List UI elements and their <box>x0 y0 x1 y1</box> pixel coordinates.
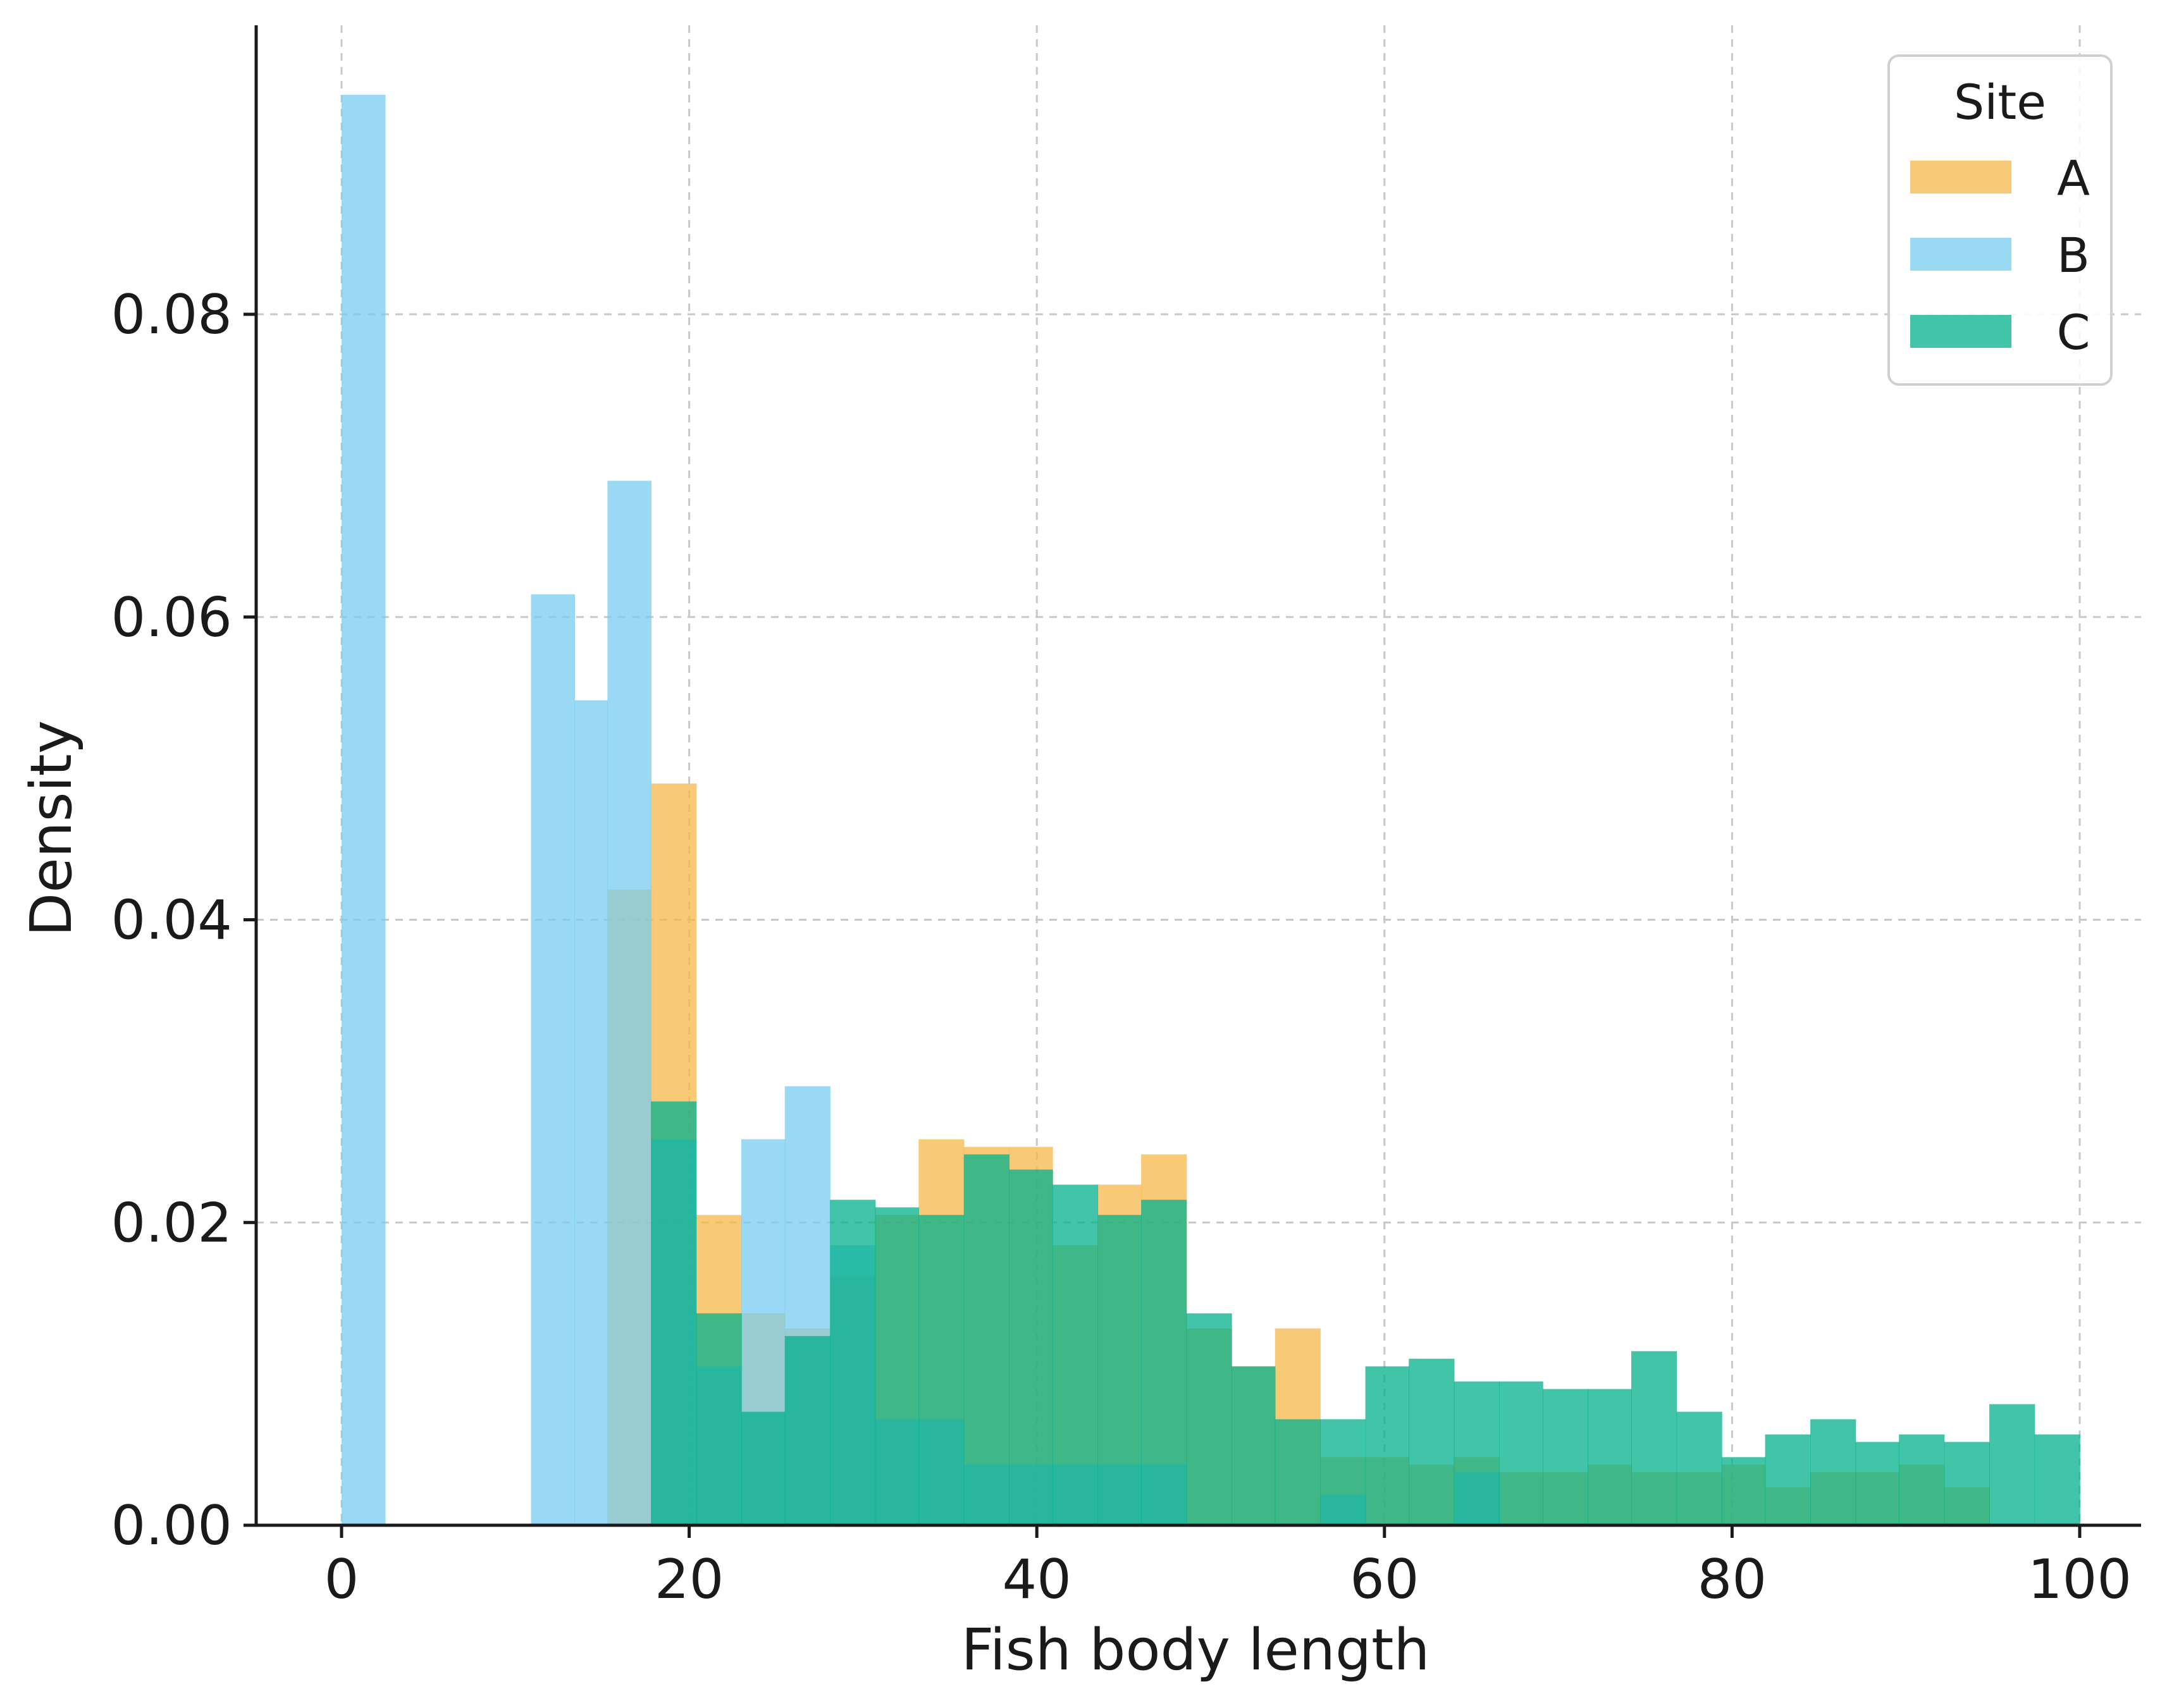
y-tick-label-3: 0.06 <box>111 586 232 649</box>
legend-title: Site <box>1954 74 2046 130</box>
legend-frame <box>1887 54 2113 386</box>
x-tick-label-0: 0 <box>324 1548 359 1611</box>
bar-c-29 <box>1944 1442 1990 1525</box>
legend-label-c: C <box>2056 304 2090 360</box>
legend-swatch-a <box>1910 161 2011 194</box>
bar-c-31 <box>2034 1434 2080 1525</box>
x-tick-label-4: 80 <box>1698 1548 1767 1611</box>
y-tick-label-0: 0.00 <box>111 1494 232 1557</box>
bar-c-10 <box>1097 1215 1142 1525</box>
x-tick-label-5: 100 <box>2028 1548 2132 1611</box>
bar-c-2 <box>741 1411 786 1525</box>
legend-label-a: A <box>2057 150 2090 206</box>
bar-c-15 <box>1320 1419 1366 1525</box>
bar-b-2 <box>531 594 575 1525</box>
x-tick-label-3: 60 <box>1350 1548 1419 1611</box>
bar-c-22 <box>1631 1351 1677 1525</box>
y-tick-label-1: 0.02 <box>111 1191 232 1255</box>
x-tick-label-1: 20 <box>655 1548 724 1611</box>
bar-c-11 <box>1141 1200 1187 1525</box>
legend-label-b: B <box>2057 227 2090 283</box>
bar-c-4 <box>830 1200 876 1525</box>
x-tick-label-2: 40 <box>1002 1548 1071 1611</box>
bar-c-30 <box>1989 1404 2035 1525</box>
bar-c-0 <box>651 1101 697 1526</box>
legend-swatch-c <box>1910 315 2011 348</box>
bar-c-27 <box>1855 1442 1899 1525</box>
bar-c-16 <box>1365 1366 1410 1525</box>
histogram-bars <box>342 94 2080 1526</box>
bar-b-4 <box>607 481 651 1525</box>
bar-c-1 <box>696 1313 742 1525</box>
tick-labels: 0 20 40 60 80 100 0.00 0.02 0.04 0.06 0.08 <box>111 283 2132 1611</box>
bar-c-17 <box>1409 1358 1455 1525</box>
bar-c-21 <box>1588 1389 1632 1525</box>
legend-swatch-b <box>1910 238 2011 271</box>
bar-c-25 <box>1765 1434 1811 1525</box>
bar-c-20 <box>1542 1389 1589 1525</box>
bar-c-18 <box>1454 1381 1500 1525</box>
bar-b-0 <box>342 94 386 1526</box>
bar-c-14 <box>1275 1419 1321 1525</box>
bar-c-6 <box>918 1215 965 1525</box>
bar-c-26 <box>1810 1419 1856 1525</box>
bar-c-23 <box>1676 1411 1722 1525</box>
bar-c-24 <box>1721 1457 1766 1525</box>
bar-c-12 <box>1186 1313 1232 1525</box>
bar-c-28 <box>1899 1434 1945 1525</box>
bar-c-9 <box>1052 1184 1099 1525</box>
bar-c-7 <box>963 1154 1009 1525</box>
y-tick-label-4: 0.08 <box>111 283 232 347</box>
y-axis-title: Density <box>18 720 85 937</box>
bar-c-19 <box>1499 1381 1543 1525</box>
legend: Site ABC <box>1887 54 2113 386</box>
bar-c-8 <box>1009 1169 1053 1525</box>
bar-b-3 <box>574 700 608 1525</box>
bar-c-3 <box>784 1336 830 1525</box>
legend-entries: ABC <box>1910 150 2090 360</box>
y-tick-label-2: 0.04 <box>111 889 232 952</box>
bar-c-5 <box>875 1207 920 1525</box>
axes <box>254 25 2141 1527</box>
x-axis-title: Fish body length <box>961 1617 1430 1683</box>
bar-c-13 <box>1232 1366 1276 1525</box>
